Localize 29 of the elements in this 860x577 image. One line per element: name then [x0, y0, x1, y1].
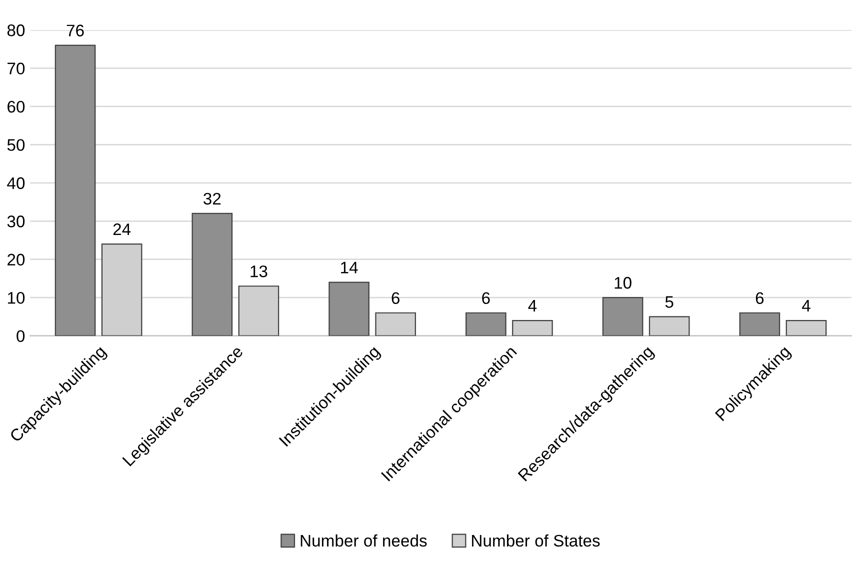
bar [328, 282, 370, 336]
bar [466, 312, 506, 336]
data-label: 76 [66, 24, 84, 36]
y-tick-label: 80 [7, 24, 25, 36]
legend-label: Number of States [472, 534, 600, 547]
y-tick-label: 20 [8, 254, 25, 266]
y-tick-label: 70 [8, 62, 25, 74]
data-label: 4 [528, 300, 537, 312]
data-label: 14 [341, 262, 358, 274]
y-tick-label: 40 [7, 177, 25, 190]
y-tick-label: 10 [8, 292, 25, 304]
y-tick-label: 60 [8, 100, 25, 113]
data-label: 6 [756, 292, 764, 304]
data-label: 32 [204, 192, 221, 205]
legend-label: Number of needs [300, 534, 427, 547]
data-label: 10 [614, 276, 632, 289]
y-tick-label: 50 [7, 139, 25, 151]
data-label: 6 [392, 292, 400, 304]
bar [54, 44, 96, 336]
data-label: 6 [482, 292, 490, 304]
y-tick-label: 0 [16, 330, 25, 342]
y-tick-label: 30 [7, 216, 25, 228]
bar [739, 312, 780, 336]
bar [192, 212, 233, 336]
bar [602, 297, 644, 336]
data-label: 13 [250, 265, 268, 278]
data-label: 24 [113, 223, 131, 236]
data-label: 4 [802, 300, 810, 312]
data-label: 5 [665, 296, 674, 308]
